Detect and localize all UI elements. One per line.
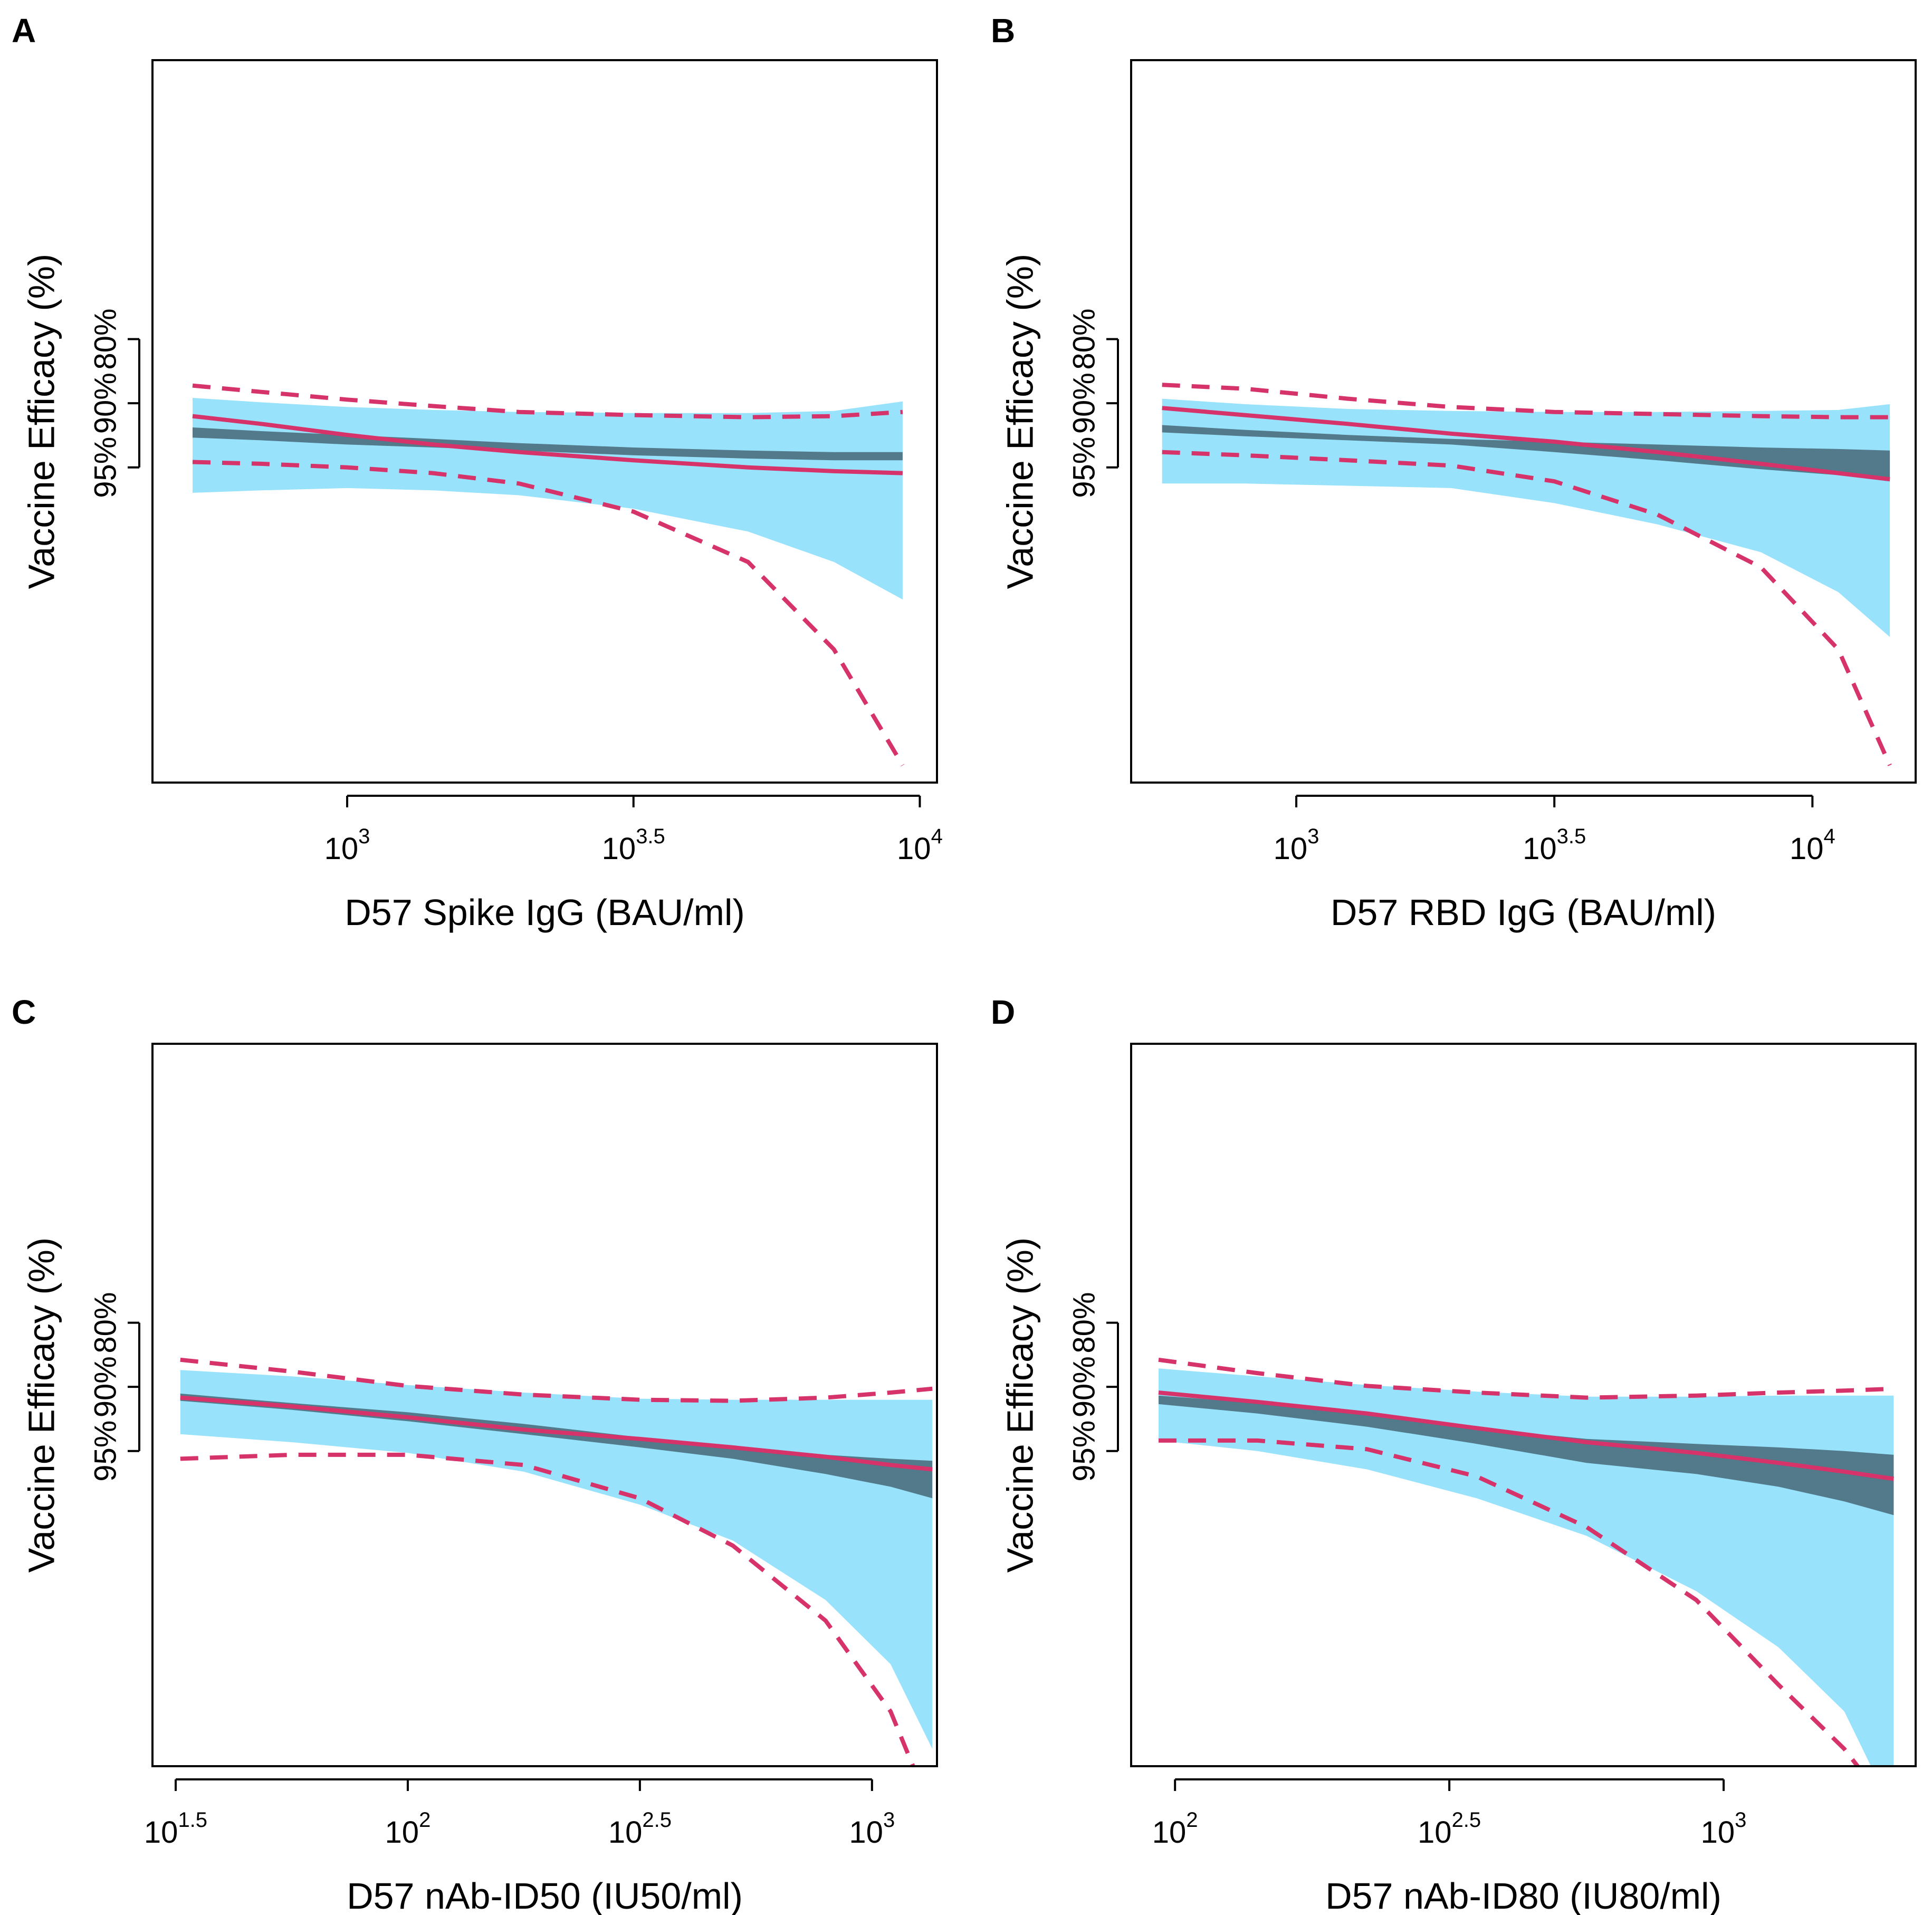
plot-frame	[1130, 1043, 1917, 1767]
plot-area	[180, 1357, 933, 1766]
y-tick-label: 80%	[88, 1292, 122, 1354]
ci-upper-dashed-line	[192, 460, 905, 767]
plot-area	[192, 383, 905, 767]
x-tick-label: 103	[1274, 825, 1319, 866]
panel-letter: D	[991, 993, 1015, 1031]
x-tick-label: 103.5	[602, 825, 665, 866]
x-axis-title: D57 nAb-ID80 (IU80/ml)	[1325, 1875, 1721, 1915]
ci-lower-dashed-line	[180, 1357, 933, 1403]
x-tick-label: 102	[385, 1808, 431, 1850]
x-tick-label: 102.5	[608, 1808, 672, 1850]
outer-confidence-band	[193, 398, 903, 599]
ci-upper-dashed-line	[180, 1452, 916, 1766]
y-tick-label: 80%	[88, 309, 122, 370]
panel-d: 102 102.5 103 80%90% 95% D57 nAb-ID80 (IU80/m…	[991, 993, 1917, 1915]
plot-frame	[1130, 59, 1917, 784]
ve-estimate-line	[1162, 406, 1890, 482]
y-axis-title: Vaccine Efficacy (%)	[999, 1237, 1040, 1573]
y-tick-label: 90%	[88, 1356, 122, 1417]
inner-confidence-band	[1159, 1395, 1894, 1516]
y-tick-label: 95%	[88, 437, 122, 498]
plot-frame	[151, 1043, 938, 1767]
inner-confidence-band	[193, 427, 903, 461]
panel-letter: A	[12, 12, 36, 50]
x-tick-label: 104	[1790, 825, 1835, 866]
x-tick-label: 101.5	[144, 1808, 207, 1850]
x-axis-title: D57 Spike IgG (BAU/ml)	[345, 892, 745, 933]
panel-letter: C	[12, 993, 36, 1031]
panel-c: 101.5 102 102.5 103 80%90% 95% D57 nAb-ID50 (I…	[12, 993, 938, 1915]
plot-area	[1158, 1357, 1894, 1766]
ve-estimate-line	[1158, 1390, 1894, 1481]
plot-area	[1162, 383, 1892, 766]
x-tick-label: 102.5	[1418, 1808, 1481, 1850]
y-tick-label: 95%	[1067, 1421, 1101, 1482]
y-axis-title: Vaccine Efficacy (%)	[21, 254, 62, 589]
x-tick-label: 103	[1701, 1808, 1747, 1850]
y-tick-label: 95%	[88, 1421, 122, 1482]
x-tick-label: 103	[324, 825, 370, 866]
y-axis-title: Vaccine Efficacy (%)	[999, 254, 1040, 589]
x-tick-label: 102	[1152, 1808, 1198, 1850]
ci-lower-dashed-line	[1162, 383, 1890, 420]
ve-estimate-line	[192, 414, 903, 475]
y-tick-label: 95%	[1067, 437, 1101, 498]
ci-upper-dashed-line	[1162, 450, 1892, 766]
outer-confidence-band	[180, 1370, 933, 1749]
x-axis-title: D57 RBD IgG (BAU/ml)	[1331, 892, 1716, 933]
y-axis-title: Vaccine Efficacy (%)	[21, 1237, 62, 1573]
plot-frame	[151, 59, 938, 784]
panel-letter: B	[991, 12, 1015, 50]
y-tick-label: 80%	[1067, 309, 1101, 370]
panel-a: 103 103.5 104 80%90%95% D57 Spike IgG (BAU/m…	[12, 12, 943, 933]
y-tick-label: 90%	[88, 373, 122, 434]
ci-lower-dashed-line	[192, 383, 903, 420]
y-tick-label: 90%	[1067, 373, 1101, 434]
y-tick-label: 80%	[1067, 1292, 1101, 1354]
ve-estimate-line	[180, 1395, 933, 1472]
x-axis-title: D57 nAb-ID50 (IU50/ml)	[347, 1875, 743, 1915]
x-tick-label: 104	[897, 825, 943, 866]
x-tick-label: 103	[849, 1808, 895, 1850]
y-tick-label: 90%	[1067, 1356, 1101, 1417]
x-tick-label: 103.5	[1523, 825, 1586, 866]
panel-b: 103 103.5 104 80%90%95% D57 RBD IgG (BAU/ml)…	[991, 12, 1917, 933]
ci-lower-dashed-line	[1158, 1357, 1894, 1400]
inner-confidence-band	[1162, 425, 1890, 482]
ci-upper-dashed-line	[1159, 1438, 1861, 1766]
